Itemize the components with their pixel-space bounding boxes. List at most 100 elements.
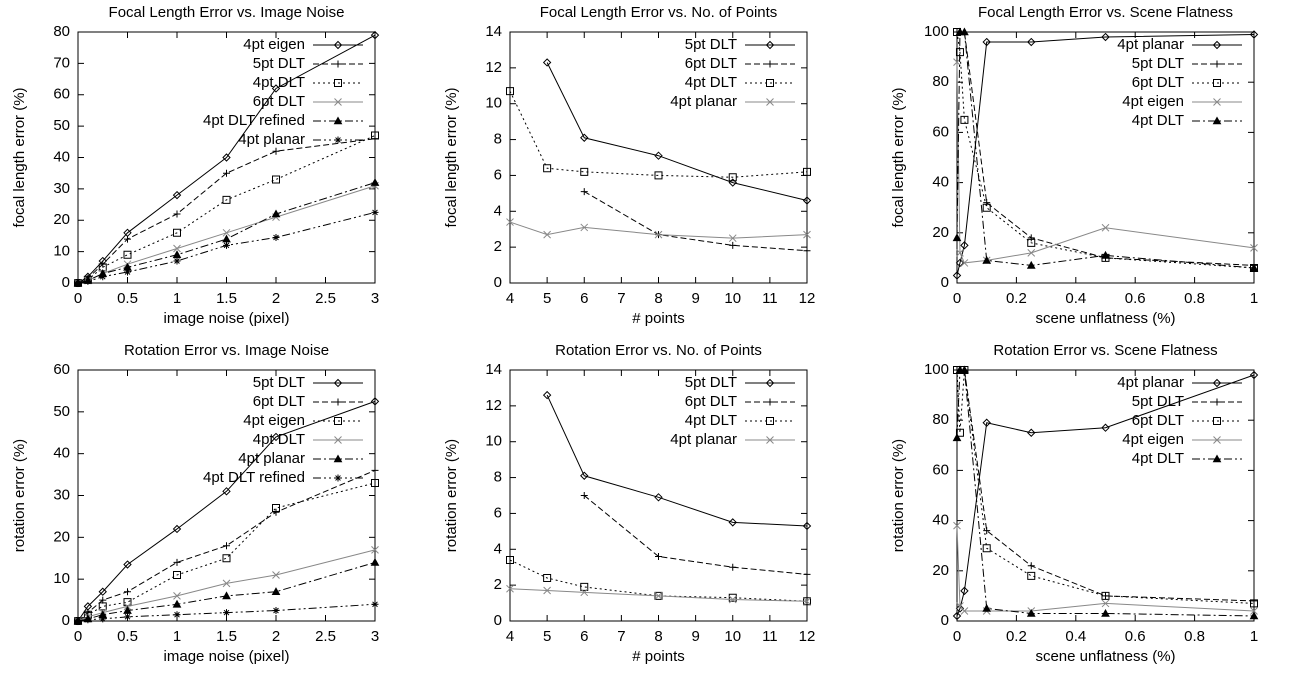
x-axis-label: scene unflatness (%) bbox=[1035, 310, 1175, 327]
series-line bbox=[956, 369, 1255, 604]
marker bbox=[173, 611, 181, 619]
marker bbox=[803, 597, 811, 606]
marker bbox=[1249, 370, 1259, 380]
marker bbox=[222, 153, 231, 162]
marker bbox=[173, 592, 181, 600]
series-line bbox=[509, 90, 808, 178]
legend-label: 5pt DLT bbox=[685, 374, 737, 391]
series-line bbox=[957, 369, 1255, 602]
marker bbox=[371, 131, 379, 140]
marker bbox=[766, 398, 774, 406]
marker bbox=[1101, 599, 1110, 608]
y-tick-label: 30 bbox=[53, 180, 70, 197]
marker bbox=[766, 79, 774, 87]
marker bbox=[960, 115, 969, 124]
legend-label: 6pt DLT bbox=[685, 55, 737, 72]
legend-label: 4pt eigen bbox=[1122, 93, 1184, 110]
y-tick-label: 80 bbox=[932, 73, 949, 90]
legend-label: 4pt eigen bbox=[1122, 431, 1184, 448]
legend-label: 4pt planar bbox=[1117, 36, 1184, 53]
marker bbox=[543, 586, 551, 595]
chart-title: Focal Length Error vs. Scene Flatness bbox=[978, 4, 1233, 21]
marker bbox=[1027, 428, 1036, 437]
legend-label: 6pt DLT bbox=[253, 93, 305, 110]
series-line bbox=[956, 31, 1255, 269]
marker bbox=[173, 210, 181, 218]
marker bbox=[371, 478, 379, 487]
y-tick-label: 14 bbox=[485, 23, 502, 40]
y-tick-label: 50 bbox=[53, 403, 70, 420]
legend-label: 6pt DLT bbox=[253, 393, 305, 410]
plot-frame bbox=[956, 369, 1255, 622]
marker bbox=[728, 234, 737, 243]
x-tick-label: 3 bbox=[371, 290, 379, 307]
marker bbox=[272, 504, 280, 513]
marker bbox=[272, 234, 280, 242]
marker bbox=[580, 223, 589, 232]
chart-title: Focal Length Error vs. Image Noise bbox=[109, 4, 345, 21]
y-tick-label: 60 bbox=[53, 86, 70, 103]
marker bbox=[1213, 79, 1221, 87]
y-tick-label: 6 bbox=[494, 166, 502, 183]
series-line bbox=[956, 369, 1255, 617]
x-tick-label: 0.8 bbox=[1184, 628, 1205, 645]
y-tick-label: 80 bbox=[53, 23, 70, 40]
marker bbox=[222, 554, 231, 563]
y-tick-label: 0 bbox=[494, 612, 502, 629]
marker bbox=[580, 582, 589, 591]
x-tick-label: 11 bbox=[762, 628, 778, 645]
marker bbox=[334, 60, 342, 68]
marker bbox=[728, 173, 737, 182]
marker bbox=[1250, 597, 1258, 605]
x-tick-label: 0 bbox=[74, 628, 82, 645]
marker bbox=[766, 98, 774, 106]
marker bbox=[172, 599, 182, 608]
marker bbox=[173, 257, 181, 265]
marker bbox=[803, 167, 811, 176]
marker bbox=[271, 209, 281, 218]
x-tick-label: 0 bbox=[953, 628, 961, 645]
marker bbox=[1212, 40, 1222, 50]
legend-label: 4pt planar bbox=[1117, 374, 1184, 391]
y-tick-label: 40 bbox=[932, 512, 949, 529]
marker bbox=[1026, 608, 1036, 617]
x-tick-label: 0.5 bbox=[117, 290, 138, 307]
marker bbox=[123, 250, 132, 259]
marker bbox=[272, 607, 280, 615]
x-tick-label: 1 bbox=[173, 290, 181, 307]
marker bbox=[1249, 263, 1259, 272]
y-axis-label: focal length error (%) bbox=[890, 87, 907, 227]
legend-label: 4pt DLT bbox=[253, 74, 305, 91]
y-axis-label: focal length error (%) bbox=[443, 87, 460, 227]
x-tick-label: 0.2 bbox=[1006, 628, 1027, 645]
y-axis-label: rotation error (%) bbox=[890, 439, 907, 552]
x-tick-label: 8 bbox=[654, 628, 662, 645]
marker bbox=[766, 60, 774, 68]
series-line bbox=[509, 221, 808, 239]
legend-label: 6pt DLT bbox=[1132, 74, 1184, 91]
x-tick-label: 4 bbox=[506, 628, 514, 645]
chart-title: Rotation Error vs. No. of Points bbox=[555, 342, 762, 359]
marker bbox=[1101, 423, 1110, 432]
marker bbox=[982, 37, 991, 47]
x-tick-label: 0.5 bbox=[117, 628, 138, 645]
marker bbox=[956, 249, 964, 257]
marker bbox=[960, 27, 969, 36]
x-tick-label: 0.4 bbox=[1065, 290, 1086, 307]
x-tick-label: 0 bbox=[74, 290, 82, 307]
marker bbox=[84, 277, 92, 285]
marker bbox=[333, 116, 343, 125]
x-tick-label: 1.5 bbox=[216, 628, 237, 645]
marker bbox=[370, 30, 380, 40]
legend-label: 5pt DLT bbox=[1132, 55, 1184, 72]
marker bbox=[982, 544, 991, 553]
y-tick-label: 8 bbox=[494, 469, 502, 486]
marker bbox=[371, 466, 379, 474]
marker bbox=[123, 560, 132, 569]
marker bbox=[74, 279, 82, 287]
y-tick-label: 8 bbox=[494, 131, 502, 148]
x-tick-label: 5 bbox=[543, 290, 551, 307]
x-tick-label: 2.5 bbox=[315, 628, 336, 645]
y-tick-label: 0 bbox=[62, 274, 70, 291]
marker bbox=[1101, 250, 1110, 259]
